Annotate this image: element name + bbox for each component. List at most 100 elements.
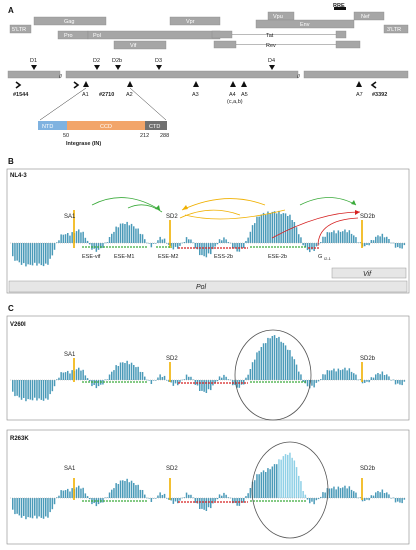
profile-bar <box>45 498 47 517</box>
profile-bar <box>104 497 106 499</box>
profile-bar <box>390 242 392 244</box>
profile-bar <box>221 495 223 498</box>
profile-bar <box>106 379 109 380</box>
profile-bar <box>170 243 172 246</box>
profile-bar <box>179 243 181 246</box>
profile-bar <box>271 466 274 498</box>
profile-bar <box>326 370 329 380</box>
profile-bar <box>370 495 373 498</box>
profile-bar <box>218 376 221 380</box>
acceptor-label-a2: A2 <box>126 92 133 98</box>
profile-bar <box>388 376 390 380</box>
profile-bar <box>71 370 73 380</box>
profile-bar <box>124 363 126 380</box>
profile-bar <box>280 459 282 498</box>
profile-bar <box>139 371 142 380</box>
profile-bar <box>14 243 16 261</box>
profile-bar <box>82 231 84 243</box>
profile-bar <box>311 498 313 502</box>
profile-bar <box>106 497 109 498</box>
profile-bar <box>240 498 243 503</box>
profile-bar <box>284 345 287 380</box>
profile-bar <box>243 380 245 385</box>
profile-bar <box>260 214 263 243</box>
profile-bar <box>381 371 384 380</box>
profile-bar <box>161 239 164 243</box>
donor-sites: D1 D2 D2b D3 D4 <box>30 58 275 70</box>
profile-bar <box>117 227 120 243</box>
profile-bar <box>315 380 318 383</box>
profile-bar <box>218 494 221 498</box>
gene-rev-exon2 <box>335 40 361 49</box>
profile-bar <box>346 488 348 498</box>
profile-bar <box>51 380 54 392</box>
profile-bar <box>172 498 175 504</box>
profile-bar <box>144 376 146 380</box>
profile-bar <box>51 498 54 510</box>
profile-bar <box>80 370 82 380</box>
profile-bar <box>18 380 21 398</box>
profile-bar <box>51 243 54 256</box>
profile-bar <box>291 220 293 243</box>
profile-bar <box>348 368 351 380</box>
profile-bar <box>392 497 395 499</box>
arc-yellow-1 <box>181 198 266 211</box>
profile-bar <box>34 243 36 263</box>
profile-bar <box>179 380 181 383</box>
profile-bar <box>335 371 337 380</box>
acceptor-marker-a5 <box>241 81 247 87</box>
panel-c2-annotations: SA1 SD2 SD2b <box>64 441 376 539</box>
profile-bar <box>298 371 300 380</box>
arc-yellow-1-head <box>182 205 188 210</box>
profile-bar <box>124 481 126 498</box>
profile-bar <box>381 489 384 498</box>
profile-bar <box>364 243 366 247</box>
profile-bar <box>216 243 219 245</box>
profile-bar <box>144 239 146 243</box>
site-label-sd2b-v260i: SD2b <box>360 356 376 362</box>
profile-bar <box>205 380 208 393</box>
profile-bar <box>223 492 225 498</box>
profile-bar <box>331 370 333 380</box>
profile-bar <box>157 495 159 498</box>
profile-bar <box>377 235 379 243</box>
gene-nef <box>353 11 385 21</box>
profile-bar <box>353 235 355 243</box>
arc-red-1 <box>271 211 361 239</box>
gene-vpr <box>169 16 221 26</box>
profile-bar <box>115 483 117 498</box>
profile-bar <box>75 369 78 380</box>
profile-bar <box>243 243 245 249</box>
profile-bar <box>95 380 98 389</box>
profile-bar <box>262 343 265 380</box>
profile-bar <box>251 225 254 243</box>
acceptor-marker-a2 <box>127 81 133 87</box>
profile-bar <box>344 367 346 380</box>
profile-bar <box>20 498 23 518</box>
backbone-segment-2 <box>65 70 299 79</box>
profile-bar <box>139 233 142 243</box>
profile-bar <box>276 464 278 498</box>
profile-bar <box>80 232 82 243</box>
profile-bar <box>86 496 89 498</box>
profile-bar <box>225 239 227 243</box>
profile-bar <box>27 498 29 518</box>
gene-5ltr-label: 5'LTR <box>12 27 26 33</box>
profile-bar <box>163 493 166 498</box>
profile-bar <box>383 237 386 243</box>
profile-bar <box>152 380 155 381</box>
profile-bar <box>53 498 56 505</box>
profile-bar <box>234 380 236 385</box>
profile-bar <box>163 375 166 380</box>
profile-bar <box>133 226 135 243</box>
profile-bar <box>196 498 199 504</box>
gene-nef-label: Nef <box>361 14 370 20</box>
profile-bar <box>295 364 298 380</box>
profile-bar <box>245 377 247 380</box>
profile-bar <box>322 374 324 380</box>
gene-5ltr <box>9 24 32 34</box>
band-vif-label: Vif <box>363 271 372 278</box>
profile-bar <box>247 237 249 243</box>
profile-bar <box>401 243 403 249</box>
